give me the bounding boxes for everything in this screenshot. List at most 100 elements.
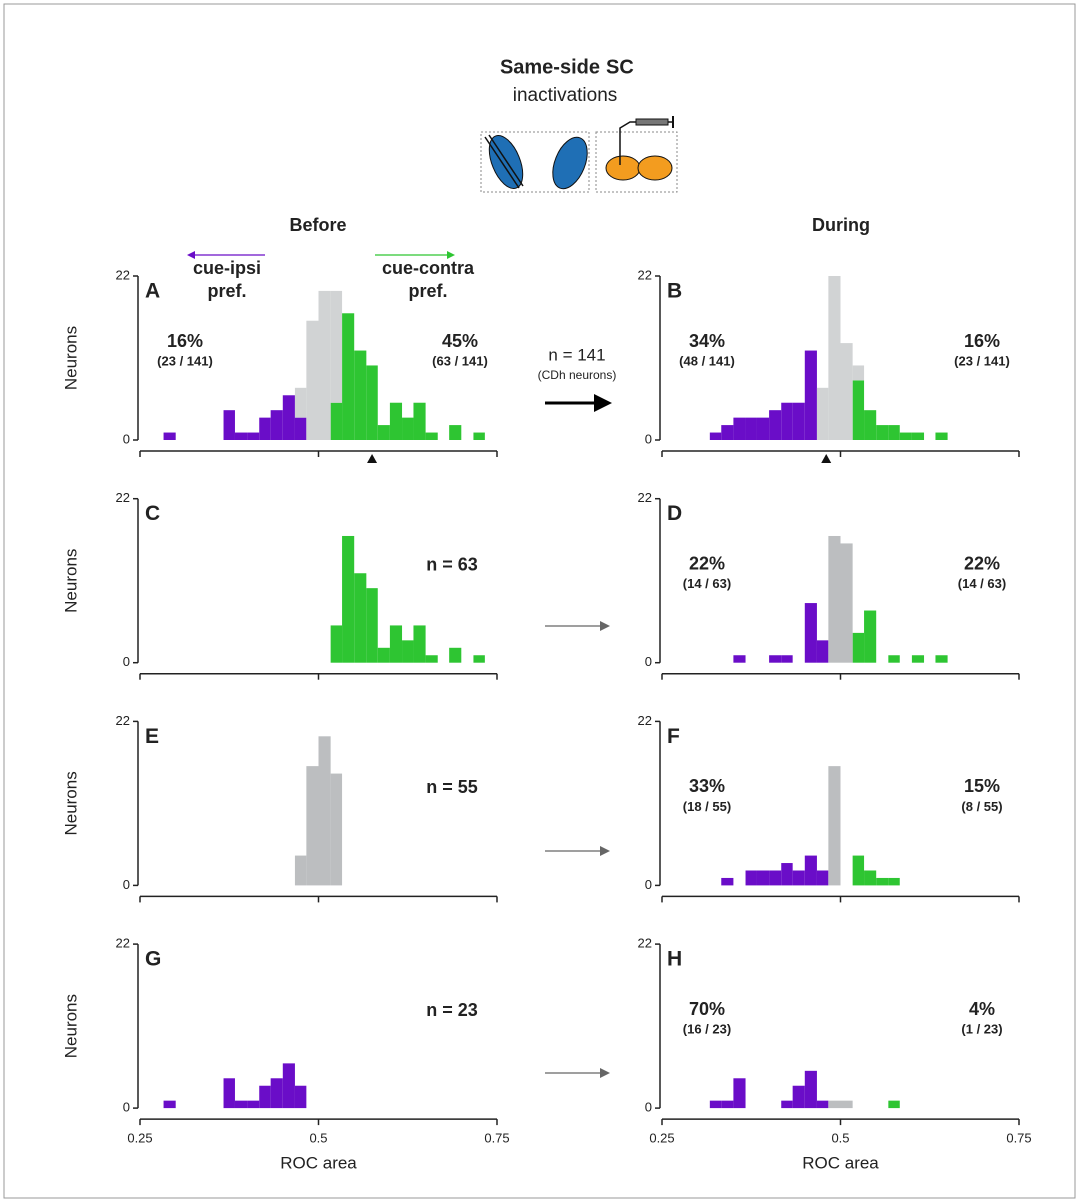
bar: [473, 432, 485, 440]
arrow-head: [600, 1068, 610, 1078]
bar: [852, 855, 865, 886]
contra-percent: 15%: [964, 776, 1000, 796]
pref-label: pref.: [207, 281, 246, 301]
bar: [792, 402, 805, 440]
bar: [366, 588, 378, 663]
bar: [816, 1100, 829, 1109]
y-axis-label: Neurons: [61, 326, 80, 390]
x-tick-label: 0.75: [1006, 1131, 1031, 1146]
bar: [935, 432, 948, 440]
bar: [804, 1070, 817, 1109]
bar: [223, 1078, 235, 1109]
pref-label: cue-ipsi: [193, 258, 261, 278]
y-tick-label: 0: [123, 431, 130, 446]
ipsi-count: (18 / 55): [683, 799, 731, 814]
bar: [792, 1085, 805, 1109]
bar: [247, 432, 260, 440]
bar: [413, 402, 426, 440]
bar: [318, 290, 331, 440]
contra-count: (23 / 141): [954, 353, 1010, 368]
contra-percent: 4%: [969, 999, 995, 1019]
bar: [804, 855, 817, 886]
bar: [270, 1078, 283, 1109]
pref-label: cue-contra: [382, 258, 475, 278]
bar: [781, 402, 793, 440]
bar: [769, 655, 782, 663]
y-tick-label: 22: [638, 713, 652, 728]
icon-box: [480, 131, 590, 193]
arrow-head: [600, 846, 610, 856]
column-header: During: [812, 215, 870, 235]
bar: [888, 425, 900, 440]
ipsi-percent: 33%: [689, 776, 725, 796]
bar: [733, 655, 746, 663]
bar: [840, 1100, 853, 1109]
bar: [781, 655, 793, 663]
bar: [354, 573, 367, 663]
bar: [781, 863, 793, 886]
title-highlight: SC: [606, 56, 634, 78]
bar: [294, 855, 307, 886]
bar: [247, 1100, 260, 1109]
bar: [816, 387, 829, 440]
bar: [756, 417, 770, 440]
panel-letter: E: [145, 725, 159, 748]
bar: [911, 432, 925, 440]
panel-letter: H: [667, 948, 682, 971]
ipsi-count: (48 / 141): [679, 353, 735, 368]
y-tick-label: 22: [116, 490, 130, 505]
ipsi-count: (23 / 141): [157, 353, 213, 368]
x-axis-label: ROC area: [280, 1154, 357, 1173]
bar: [234, 1100, 248, 1109]
frame: [3, 3, 1076, 1199]
bar: [294, 417, 307, 440]
bar: [294, 1085, 307, 1109]
bar: [223, 410, 235, 440]
y-tick-label: 22: [638, 936, 652, 951]
y-tick-label: 22: [116, 936, 130, 951]
bar: [888, 877, 900, 886]
bar: [840, 543, 853, 663]
bar: [864, 870, 877, 886]
n-label: n = 63: [426, 554, 478, 574]
bar: [330, 402, 343, 440]
sc-region: [605, 155, 641, 181]
bar: [163, 432, 176, 440]
ipsi-percent: 70%: [689, 999, 725, 1019]
transition-sublabel: (CDh neurons): [538, 368, 617, 382]
panel-letter: A: [145, 280, 160, 303]
bar: [745, 417, 757, 440]
y-tick-label: 22: [638, 267, 652, 282]
bar: [852, 632, 865, 663]
bar: [828, 535, 841, 663]
y-tick-label: 0: [645, 431, 652, 446]
bar: [354, 350, 367, 440]
bar: [377, 647, 390, 663]
bar: [816, 640, 829, 663]
bar: [425, 655, 438, 663]
pref-label: pref.: [408, 281, 447, 301]
y-tick-label: 0: [123, 1100, 130, 1115]
sc-region: [637, 155, 673, 181]
bar: [377, 425, 390, 440]
median-marker: [367, 454, 378, 463]
bar: [911, 655, 925, 663]
cannula: [619, 121, 636, 165]
panel-letter: B: [667, 280, 682, 303]
bar: [449, 647, 462, 663]
bar: [876, 425, 889, 440]
bar: [259, 1085, 271, 1109]
bar: [389, 402, 403, 440]
x-tick-label: 0.5: [831, 1131, 849, 1146]
panel-letter: D: [667, 502, 682, 525]
y-tick-label: 0: [645, 654, 652, 669]
bar: [781, 1100, 793, 1109]
n-label: n = 55: [426, 777, 478, 797]
bar: [330, 290, 343, 403]
y-tick-label: 0: [123, 877, 130, 892]
syringe: [635, 118, 669, 126]
brain-region: [552, 136, 588, 190]
panel-letter: F: [667, 725, 680, 748]
contra-percent: 45%: [442, 331, 478, 351]
